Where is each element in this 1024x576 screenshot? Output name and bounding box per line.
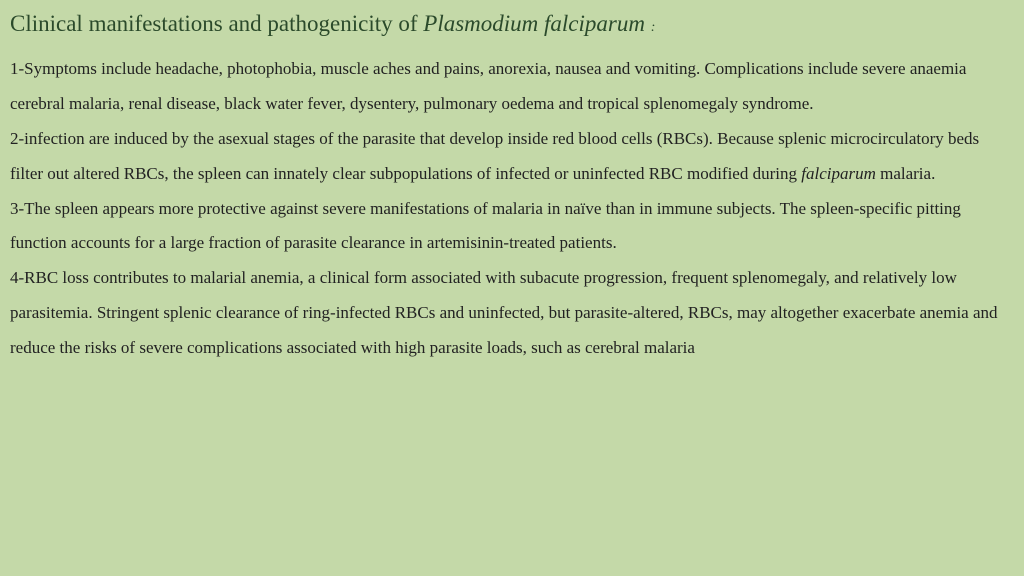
title-species: Plasmodium falciparum [423, 11, 650, 36]
paragraph-2: 2-infection are induced by the asexual s… [10, 122, 1010, 192]
title-prefix: Clinical manifestations and pathogenicit… [10, 11, 423, 36]
paragraph-3: 3-The spleen appears more protective aga… [10, 192, 1010, 262]
p2-tail: malaria. [876, 164, 935, 183]
paragraph-1: 1-Symptoms include headache, photophobia… [10, 52, 1010, 122]
slide-body: 1-Symptoms include headache, photophobia… [10, 52, 1010, 366]
slide-title: Clinical manifestations and pathogenicit… [10, 8, 1010, 40]
paragraph-4: 4-RBC loss contributes to malarial anemi… [10, 261, 1010, 366]
p2-italic: falciparum [801, 164, 876, 183]
title-colon: : [651, 20, 656, 35]
